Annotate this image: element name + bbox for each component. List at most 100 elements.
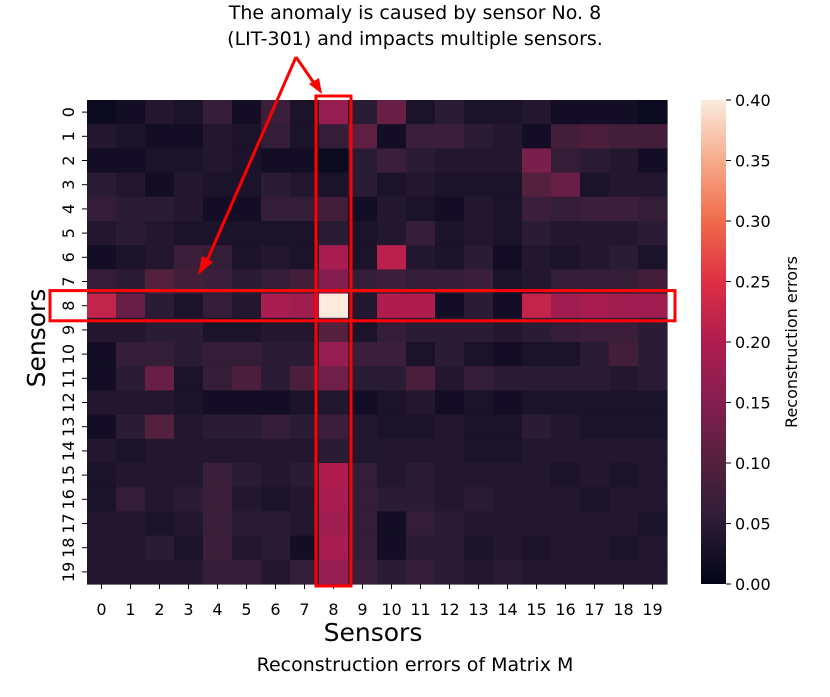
heatmap-cell-15-15: [522, 463, 552, 488]
heatmap-cell-13-18: [609, 414, 639, 440]
heatmap-cell-10-19: [638, 342, 668, 367]
heatmap-cell-12-12: [435, 390, 465, 416]
heatmap-cell-14-0: [87, 438, 117, 464]
heatmap-cell-19-2: [145, 559, 175, 585]
heatmap-cell-16-9: [348, 487, 378, 512]
heatmap-cell-18-19: [638, 535, 668, 561]
y-tick-label: 18: [59, 538, 78, 558]
x-tick-label: 13: [468, 600, 488, 619]
heatmap-cell-2-2: [145, 148, 175, 174]
heatmap-cell-8-5: [232, 293, 262, 319]
heatmap-cell-10-5: [232, 342, 262, 367]
heatmap-cell-18-16: [551, 535, 581, 561]
heatmap-cell-5-16: [551, 221, 581, 246]
annotation-line-2: (LIT-301) and impacts multiple sensors.: [227, 28, 603, 50]
heatmap-cell-3-11: [406, 172, 436, 198]
heatmap-cell-15-14: [493, 463, 523, 488]
heatmap-cell-11-6: [261, 366, 291, 391]
heatmap-cell-6-2: [145, 245, 175, 270]
heatmap-cell-1-1: [116, 124, 146, 149]
heatmap-cell-0-11: [406, 100, 436, 125]
heatmap-cell-0-10: [377, 100, 407, 125]
x-tick-label: 2: [154, 600, 164, 619]
heatmap-cell-10-12: [435, 342, 465, 367]
heatmap-cell-19-13: [464, 559, 494, 585]
heatmap-cell-2-17: [580, 148, 610, 174]
heatmap-cell-11-13: [464, 366, 494, 391]
heatmap-cell-2-3: [174, 148, 204, 174]
heatmap-cell-4-4: [203, 196, 233, 222]
heatmap-cell-2-14: [493, 148, 523, 174]
heatmap-cell-15-5: [232, 463, 262, 488]
heatmap-cell-2-6: [261, 148, 291, 174]
heatmap-cell-13-4: [203, 414, 233, 440]
heatmap-cell-1-8: [319, 124, 349, 149]
heatmap-cell-1-4: [203, 124, 233, 149]
heatmap-cell-13-12: [435, 414, 465, 440]
heatmap-cell-5-6: [261, 221, 291, 246]
heatmap-cell-19-9: [348, 559, 378, 585]
heatmap-cell-14-2: [145, 438, 175, 464]
heatmap-cell-2-15: [522, 148, 552, 174]
heatmap-cell-6-18: [609, 245, 639, 270]
heatmap-cell-2-9: [348, 148, 378, 174]
heatmap-cell-0-17: [580, 100, 610, 125]
heatmap-cell-10-1: [116, 342, 146, 367]
heatmap-cell-18-9: [348, 535, 378, 561]
heatmap-cell-10-11: [406, 342, 436, 367]
y-tick-label: 0: [59, 107, 78, 117]
heatmap-cell-15-3: [174, 463, 204, 488]
heatmap-cell-14-18: [609, 438, 639, 464]
heatmap-cell-16-12: [435, 487, 465, 512]
arrow-right-head: [309, 78, 322, 94]
y-tick-label: 16: [59, 489, 78, 509]
heatmap-cell-3-14: [493, 172, 523, 198]
heatmap-cell-12-2: [145, 390, 175, 416]
heatmap-cell-8-2: [145, 293, 175, 319]
heatmap-cell-3-8: [319, 172, 349, 198]
heatmap-cell-16-5: [232, 487, 262, 512]
heatmap-cell-15-6: [261, 463, 291, 488]
heatmap-cell-6-12: [435, 245, 465, 270]
heatmap-cell-15-1: [116, 463, 146, 488]
heatmap-cell-4-16: [551, 196, 581, 222]
heatmap-cell-15-9: [348, 463, 378, 488]
heatmap-cell-8-9: [348, 293, 378, 319]
x-tick-label: 19: [642, 600, 662, 619]
heatmap-cell-6-17: [580, 245, 610, 270]
arrow-left-line: [204, 56, 298, 264]
heatmap-cell-6-3: [174, 245, 204, 270]
heatmap-cell-8-14: [493, 293, 523, 319]
x-tick-label: 11: [410, 600, 430, 619]
heatmap-cell-5-9: [348, 221, 378, 246]
heatmap-cell-18-1: [116, 535, 146, 561]
heatmap-cell-1-19: [638, 124, 668, 149]
heatmap-cell-0-16: [551, 100, 581, 125]
heatmap-cell-16-17: [580, 487, 610, 512]
heatmap-cell-12-10: [377, 390, 407, 416]
heatmap-cell-5-11: [406, 221, 436, 246]
heatmap-cell-11-9: [348, 366, 378, 391]
heatmap-cell-17-15: [522, 511, 552, 537]
heatmap-cell-16-6: [261, 487, 291, 512]
heatmap-cell-11-17: [580, 366, 610, 391]
heatmap-cell-4-10: [377, 196, 407, 222]
heatmap-cell-6-13: [464, 245, 494, 270]
heatmap-cell-18-0: [87, 535, 117, 561]
heatmap-cell-11-15: [522, 366, 552, 391]
heatmap-cell-12-4: [203, 390, 233, 416]
heatmap-cell-12-3: [174, 390, 204, 416]
heatmap-cell-4-18: [609, 196, 639, 222]
heatmap-cell-0-18: [609, 100, 639, 125]
heatmap-cell-19-11: [406, 559, 436, 585]
colorbar-tick-label: 0.10: [735, 454, 771, 473]
heatmap-cell-4-19: [638, 196, 668, 222]
heatmap-cell-5-17: [580, 221, 610, 246]
heatmap-cell-16-10: [377, 487, 407, 512]
heatmap-cell-5-13: [464, 221, 494, 246]
heatmap-cell-2-18: [609, 148, 639, 174]
heatmap-cell-17-6: [261, 511, 291, 537]
heatmap-cell-5-8: [319, 221, 349, 246]
